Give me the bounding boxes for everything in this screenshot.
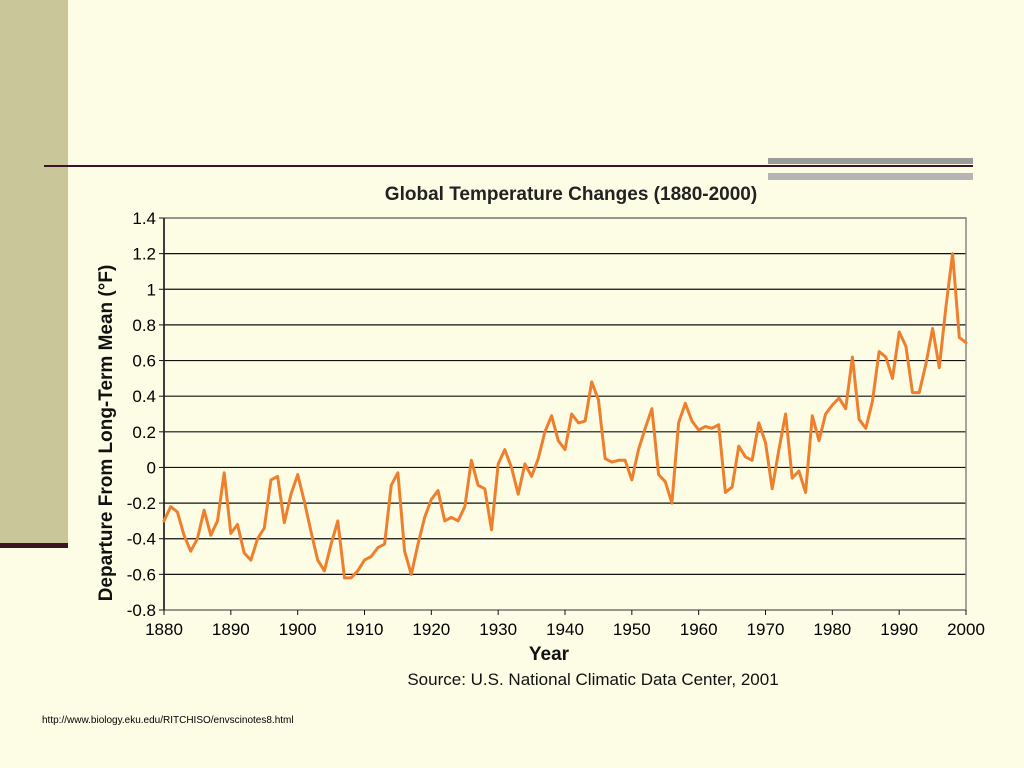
accent-rule <box>768 158 973 180</box>
y-tick-label: 1.2 <box>132 245 156 264</box>
y-axis-label: Departure From Long-Term Mean (°F) <box>96 265 117 602</box>
x-tick-label: 1930 <box>479 620 517 639</box>
x-tick-label: 1950 <box>613 620 651 639</box>
x-tick-label: 1890 <box>212 620 250 639</box>
source-url: http://www.biology.eku.edu/RITCHISO/envs… <box>42 715 294 726</box>
y-tick-label: 0.4 <box>132 387 156 406</box>
x-tick-label: 2000 <box>947 620 985 639</box>
x-tick-label: 1940 <box>546 620 584 639</box>
y-tick-label: 1.4 <box>132 209 156 228</box>
y-tick-label: 0.6 <box>132 352 156 371</box>
x-tick-label: 1970 <box>747 620 785 639</box>
x-tick-label: 1960 <box>680 620 718 639</box>
x-tick-label: 1910 <box>346 620 384 639</box>
y-tick-label: -0.6 <box>127 565 156 584</box>
x-tick-label: 1880 <box>145 620 183 639</box>
x-tick-label: 1900 <box>279 620 317 639</box>
plot-area: 1.4 1.2 1 0.8 0.6 0.4 0.2 0 -0.2 -0.4 -0.6 -0.81880… <box>127 209 985 639</box>
x-tick-label: 1920 <box>412 620 450 639</box>
temperature-chart: Global Temperature Changes (1880-2000) 1… <box>96 184 985 689</box>
sidebar-rule <box>0 543 68 548</box>
y-tick-label: -0.8 <box>127 601 156 620</box>
slide-sidebar <box>0 0 68 546</box>
y-tick-label: -0.2 <box>127 494 156 513</box>
y-tick-label: 1 <box>147 280 156 299</box>
title-rule <box>44 165 973 167</box>
y-tick-label: 0 <box>147 458 156 477</box>
x-tick-label: 1990 <box>880 620 918 639</box>
y-tick-label: 0.2 <box>132 423 156 442</box>
chart-title: Global Temperature Changes (1880-2000) <box>385 184 757 205</box>
x-axis-label: Year <box>529 644 570 665</box>
x-tick-label: 1980 <box>813 620 851 639</box>
plot-frame <box>163 217 967 611</box>
temperature-series-line <box>162 252 968 580</box>
y-tick-label: 0.8 <box>132 316 156 335</box>
chart-source: Source: U.S. National Climatic Data Cent… <box>407 670 778 689</box>
y-tick-label: -0.4 <box>127 530 156 549</box>
